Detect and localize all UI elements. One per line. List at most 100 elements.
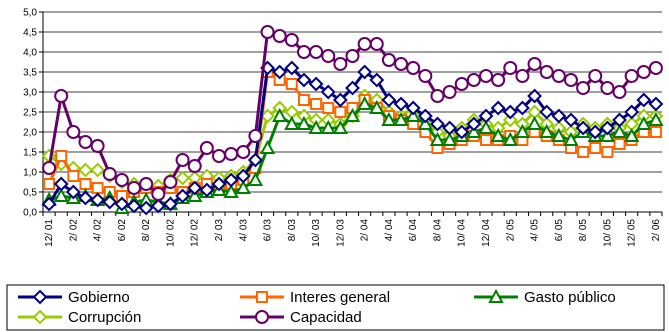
data-point: [187, 180, 203, 196]
data-point: [102, 194, 118, 210]
data-point: [53, 187, 69, 202]
series-gobierno: [41, 60, 664, 216]
data-point: [466, 73, 481, 87]
data-point: [503, 61, 518, 75]
data-point: [393, 96, 409, 112]
tick-label-x: 4/ 02: [93, 219, 104, 242]
data-point: [588, 69, 603, 83]
data-point: [102, 167, 117, 181]
data-point: [32, 309, 48, 325]
data-point: [480, 134, 493, 146]
data-point: [527, 57, 542, 71]
tick-label-x: 12/ 01: [44, 219, 55, 247]
data-point: [296, 115, 312, 130]
data-point: [624, 69, 639, 83]
data-point: [624, 104, 640, 120]
tick-label-x: 12/ 04: [481, 219, 492, 247]
data-point: [551, 69, 566, 83]
tick-label-x: 4/ 05: [530, 219, 541, 242]
data-point: [32, 289, 48, 305]
data-point: [612, 85, 627, 99]
data-point: [478, 108, 494, 124]
data-point: [563, 131, 579, 146]
data-point: [247, 152, 263, 168]
data-point: [369, 37, 384, 51]
data-point: [260, 25, 275, 39]
data-point: [334, 106, 347, 118]
data-point: [223, 172, 239, 188]
data-point: [322, 102, 335, 114]
data-point: [53, 176, 69, 192]
data-point: [175, 170, 190, 186]
data-point: [43, 178, 56, 190]
data-point: [236, 145, 251, 159]
data-point: [454, 124, 470, 140]
legend-entry: Corrupción: [18, 309, 141, 326]
tick-label-x: 10/ 02: [165, 219, 176, 247]
data-point: [527, 88, 542, 104]
data-point: [256, 291, 268, 303]
tick-label-y: 1,0: [23, 168, 37, 179]
data-point: [55, 150, 68, 162]
data-point: [636, 92, 652, 108]
data-point: [308, 76, 324, 92]
data-point: [296, 72, 312, 88]
data-point: [255, 310, 269, 324]
data-point: [309, 45, 324, 59]
data-point: [78, 190, 93, 206]
data-point: [308, 119, 324, 134]
data-point: [490, 127, 506, 142]
data-point: [601, 146, 614, 158]
data-point: [563, 112, 579, 128]
data-point: [442, 120, 458, 136]
data-point: [577, 146, 590, 158]
data-point: [589, 142, 602, 154]
data-point: [127, 181, 142, 195]
data-point: [502, 131, 518, 146]
data-point: [175, 188, 190, 204]
data-point: [247, 171, 264, 186]
data-point: [320, 119, 336, 134]
data-point: [575, 120, 591, 136]
data-point: [67, 170, 80, 182]
tick-label-x: 8/ 05: [578, 219, 589, 242]
data-point: [285, 78, 298, 90]
data-point: [587, 124, 603, 140]
data-point: [150, 198, 166, 214]
tick-label-x: 12/ 03: [335, 219, 346, 247]
data-point: [345, 80, 360, 96]
data-point: [551, 127, 567, 142]
tick-labels: 0,0 0,5 1,0 1,5 2,0 2,5 3,0 3,5 4,0 4,5 5,0 12/ 01 2…: [23, 8, 662, 247]
legend-entry: Gobierno: [18, 289, 130, 306]
data-point: [54, 89, 69, 103]
tick-label-x: 10/ 03: [311, 219, 322, 247]
data-point: [114, 196, 130, 212]
data-point: [563, 73, 578, 87]
data-point: [441, 131, 458, 146]
data-point: [599, 120, 615, 136]
tick-label-x: 6/ 04: [408, 219, 419, 242]
legend-box: [6, 284, 665, 331]
data-point: [369, 72, 385, 88]
legend-label: Capacidad: [290, 309, 362, 326]
data-point: [454, 77, 469, 91]
tick-label-x: 2/ 04: [360, 219, 371, 242]
tick-label-x: 4/ 04: [384, 219, 395, 242]
data-point: [405, 100, 421, 116]
tick-label-x: 8/ 04: [432, 219, 443, 242]
data-point: [478, 119, 494, 134]
tick-label-y: 0,5: [23, 188, 37, 199]
data-point: [648, 61, 663, 75]
data-point: [284, 115, 300, 130]
data-point: [369, 99, 385, 114]
data-point: [356, 95, 373, 110]
legend-label: Corrupción: [68, 309, 141, 326]
legend-label: Gobierno: [68, 289, 130, 306]
data-point: [381, 111, 397, 126]
data-point: [272, 29, 287, 43]
data-point: [406, 61, 421, 75]
tick-label-y: 1,5: [23, 148, 37, 159]
legend-entry: Interes general: [240, 289, 390, 306]
data-point: [139, 177, 154, 191]
